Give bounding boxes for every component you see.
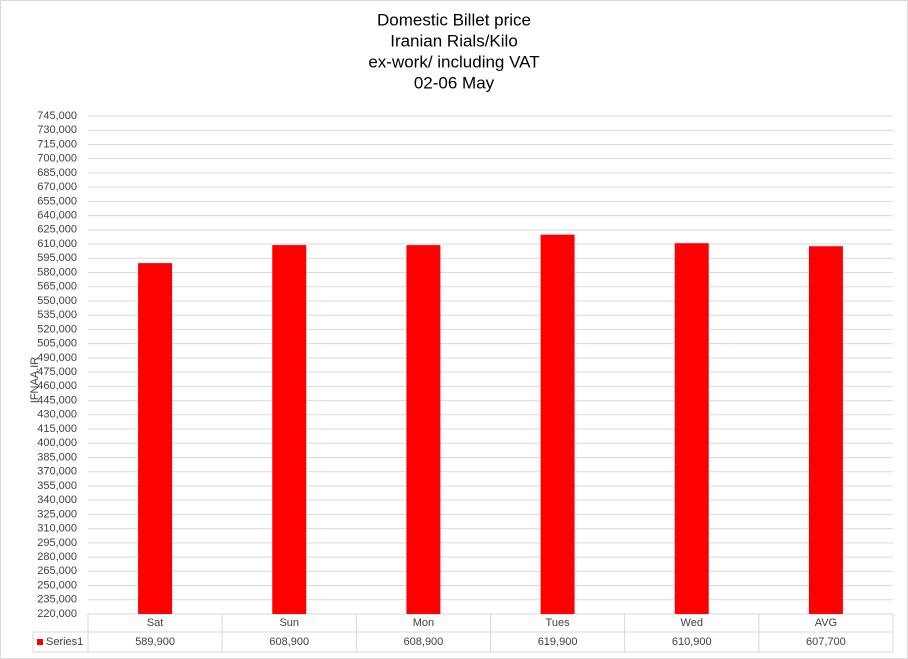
bar (272, 245, 307, 614)
legend-key (37, 639, 43, 645)
y-tick-label: 445,000 (37, 394, 77, 406)
y-tick-label: 370,000 (37, 466, 77, 478)
y-tick-label: 220,000 (37, 608, 77, 620)
bar (138, 263, 173, 614)
x-tick-label: Sat (147, 617, 164, 629)
x-tick-label: Wed (681, 617, 703, 629)
y-tick-label: 490,000 (37, 352, 77, 364)
table-value: 619,900 (538, 636, 578, 648)
y-tick-label: 730,000 (37, 124, 77, 136)
table-value: 608,900 (404, 636, 444, 648)
y-tick-label: 715,000 (37, 138, 77, 150)
y-tick-label: 745,000 (37, 110, 77, 122)
y-axis-label: IFNAA.IR (29, 357, 41, 404)
table-value: 589,900 (135, 636, 175, 648)
table-value: 608,900 (269, 636, 309, 648)
y-tick-label: 460,000 (37, 380, 77, 392)
bar (674, 243, 709, 614)
y-tick-label: 430,000 (37, 409, 77, 421)
y-tick-label: 610,000 (37, 238, 77, 250)
y-tick-label: 685,000 (37, 167, 77, 179)
y-tick-label: 280,000 (37, 551, 77, 563)
legend-label: Series1 (46, 636, 83, 648)
table-value: 610,900 (672, 636, 712, 648)
bar (808, 246, 843, 614)
y-tick-label: 625,000 (37, 224, 77, 236)
x-tick-label: Mon (413, 617, 434, 629)
y-tick-label: 475,000 (37, 366, 77, 378)
chart-title: Domestic Billet price (377, 10, 531, 29)
y-tick-label: 385,000 (37, 451, 77, 463)
chart-title: ex-work/ including VAT (368, 52, 539, 71)
chart-title: 02-06 May (414, 73, 495, 92)
y-tick-label: 700,000 (37, 153, 77, 165)
table-value: 607,700 (806, 636, 846, 648)
y-tick-label: 655,000 (37, 195, 77, 207)
y-tick-label: 640,000 (37, 210, 77, 222)
x-tick-label: Tues (546, 617, 571, 629)
y-tick-label: 505,000 (37, 338, 77, 350)
y-tick-label: 340,000 (37, 494, 77, 506)
y-tick-label: 325,000 (37, 508, 77, 520)
y-tick-label: 595,000 (37, 252, 77, 264)
y-tick-label: 520,000 (37, 323, 77, 335)
y-tick-label: 550,000 (37, 295, 77, 307)
y-tick-label: 250,000 (37, 579, 77, 591)
y-tick-label: 400,000 (37, 437, 77, 449)
x-tick-label: AVG (815, 617, 837, 629)
y-tick-label: 535,000 (37, 309, 77, 321)
y-tick-label: 415,000 (37, 423, 77, 435)
y-tick-label: 355,000 (37, 480, 77, 492)
bar (540, 234, 575, 614)
y-tick-label: 580,000 (37, 266, 77, 278)
x-tick-label: Sun (279, 617, 299, 629)
y-tick-label: 295,000 (37, 537, 77, 549)
y-tick-label: 565,000 (37, 281, 77, 293)
chart-title: Iranian Rials/Kilo (390, 31, 518, 50)
y-tick-label: 235,000 (37, 594, 77, 606)
y-tick-label: 670,000 (37, 181, 77, 193)
y-tick-label: 310,000 (37, 523, 77, 535)
bar (406, 245, 441, 614)
y-tick-label: 265,000 (37, 565, 77, 577)
